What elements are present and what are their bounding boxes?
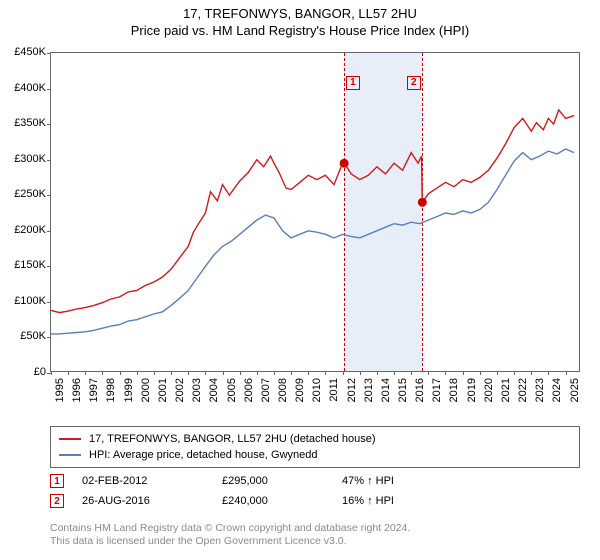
x-tick-label: 2009 <box>294 378 306 402</box>
sale-event-row: 2 26-AUG-2016£240,00016% ↑ HPI <box>50 494 580 508</box>
x-tick-label: 2017 <box>431 378 443 402</box>
plot-area: 12 <box>50 52 580 372</box>
x-tick-label: 2014 <box>380 378 392 402</box>
x-tick-label: 2001 <box>157 378 169 402</box>
sale-event-marker: 1 <box>50 474 64 488</box>
sale-point-2 <box>418 198 427 207</box>
y-tick-label: £100K <box>2 295 46 307</box>
y-tick-label: £150K <box>2 259 46 271</box>
x-tick-label: 2018 <box>448 378 460 402</box>
legend-swatch <box>59 438 81 440</box>
x-tick-label: 1995 <box>54 378 66 402</box>
x-tick-label: 2004 <box>208 378 220 402</box>
y-tick-label: £200K <box>2 224 46 236</box>
sale-event-price: £240,000 <box>222 495 342 507</box>
sale-point-1 <box>340 159 349 168</box>
y-tick-label: £0 <box>2 366 46 378</box>
x-tick-label: 2024 <box>551 378 563 402</box>
sale-marker-1: 1 <box>346 76 360 90</box>
chart-subtitle: Price paid vs. HM Land Registry's House … <box>0 23 600 38</box>
series-price_paid <box>51 110 574 313</box>
x-tick-label: 2021 <box>500 378 512 402</box>
sale-event-row: 1 02-FEB-2012£295,00047% ↑ HPI <box>50 474 580 488</box>
sale-event-price: £295,000 <box>222 475 342 487</box>
x-tick-label: 2022 <box>517 378 529 402</box>
legend-label: HPI: Average price, detached house, Gwyn… <box>89 447 318 463</box>
x-tick-label: 2019 <box>466 378 478 402</box>
y-tick-label: £250K <box>2 188 46 200</box>
x-tick-label: 1997 <box>88 378 100 402</box>
legend: 17, TREFONWYS, BANGOR, LL57 2HU (detache… <box>50 426 580 468</box>
x-tick-label: 2025 <box>569 378 581 402</box>
footnote-line-1: Contains HM Land Registry data © Crown c… <box>50 522 580 535</box>
x-tick-label: 1998 <box>105 378 117 402</box>
chart-title: 17, TREFONWYS, BANGOR, LL57 2HU <box>0 6 600 21</box>
y-tick-label: £50K <box>2 330 46 342</box>
y-tick-label: £450K <box>2 46 46 58</box>
x-tick-label: 2016 <box>414 378 426 402</box>
sale-event-date: 02-FEB-2012 <box>82 475 222 487</box>
sale-event-delta: 47% ↑ HPI <box>342 475 452 487</box>
chart-container: 17, TREFONWYS, BANGOR, LL57 2HU Price pa… <box>0 6 600 560</box>
sale-events: 1 02-FEB-2012£295,00047% ↑ HPI 2 26-AUG-201… <box>50 468 580 508</box>
x-tick-label: 2003 <box>191 378 203 402</box>
x-tick-label: 2006 <box>243 378 255 402</box>
x-tick-label: 2002 <box>174 378 186 402</box>
x-tick-label: 1999 <box>123 378 135 402</box>
legend-swatch <box>59 454 81 456</box>
x-tick-label: 2008 <box>277 378 289 402</box>
x-tick-label: 1996 <box>71 378 83 402</box>
legend-item: HPI: Average price, detached house, Gwyn… <box>59 447 571 463</box>
x-tick-label: 2010 <box>311 378 323 402</box>
x-tick-label: 2023 <box>534 378 546 402</box>
y-tick-label: £300K <box>2 153 46 165</box>
sale-event-delta: 16% ↑ HPI <box>342 495 452 507</box>
legend-label: 17, TREFONWYS, BANGOR, LL57 2HU (detache… <box>89 431 376 447</box>
x-tick-label: 2007 <box>260 378 272 402</box>
sale-marker-2: 2 <box>407 76 421 90</box>
y-tick-label: £400K <box>2 82 46 94</box>
x-tick-label: 2000 <box>140 378 152 402</box>
x-tick-label: 2013 <box>363 378 375 402</box>
footnote: Contains HM Land Registry data © Crown c… <box>50 522 580 548</box>
x-tick-label: 2012 <box>346 378 358 402</box>
sale-event-marker: 2 <box>50 494 64 508</box>
legend-item: 17, TREFONWYS, BANGOR, LL57 2HU (detache… <box>59 431 571 447</box>
x-tick-label: 2015 <box>397 378 409 402</box>
x-tick-label: 2011 <box>328 378 340 402</box>
x-tick-label: 2020 <box>483 378 495 402</box>
line-plot-svg <box>51 53 581 373</box>
x-tick-label: 2005 <box>226 378 238 402</box>
y-tick-label: £350K <box>2 117 46 129</box>
footnote-line-2: This data is licensed under the Open Gov… <box>50 535 580 548</box>
sale-event-date: 26-AUG-2016 <box>82 495 222 507</box>
